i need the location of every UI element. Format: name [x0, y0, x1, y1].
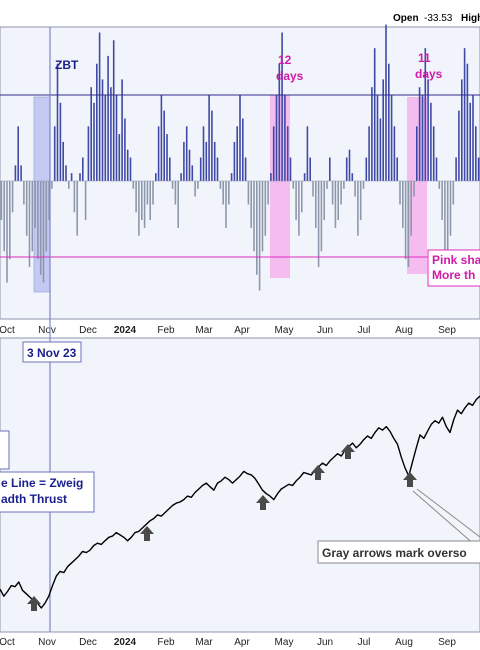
zbt-blue-shade: [33, 96, 51, 293]
x-tick-label: May: [275, 325, 294, 336]
x-tick-label: Feb: [157, 325, 175, 336]
x-tick-label: May: [275, 637, 294, 648]
pink-shade-2: [407, 97, 427, 274]
oversold-arrow-icon: [403, 472, 417, 487]
price-line: [0, 395, 480, 609]
x-tick-label: Jun: [317, 325, 333, 336]
x-tick-label: Sep: [438, 637, 456, 648]
zweig-note-line-2: adth Thrust: [1, 492, 67, 506]
x-tick-label: Dec: [79, 637, 97, 648]
arrow-note-pointer-1: [412, 490, 477, 547]
arrow-note-pointer-2: [416, 488, 480, 538]
oversold-arrow-icon: [311, 465, 325, 480]
pink-days-1-unit: days: [276, 69, 304, 83]
x-tick-label: Aug: [395, 325, 413, 336]
zweig-note-line-1: e Line = Zweig: [1, 476, 83, 490]
date-box: [22, 341, 82, 363]
oscillator-bars: [0, 24, 480, 291]
arrow-note-box: [317, 540, 480, 564]
x-tick-label: Jun: [317, 637, 333, 648]
pink-note-line-2: More th: [432, 268, 475, 282]
x-tick-label: Jul: [358, 637, 371, 648]
x-tick-label: Nov: [38, 325, 56, 336]
x-tick-label: Feb: [157, 637, 175, 648]
x-tick-label: 2024: [114, 325, 137, 336]
x-tick-label: Mar: [195, 325, 213, 336]
zweig-note-box: [0, 471, 95, 513]
date-box-label: 3 Nov 23: [27, 346, 77, 360]
x-tick-label: Apr: [234, 637, 250, 648]
cut-off-box: [0, 430, 10, 470]
pink-days-1-number: 12: [278, 53, 292, 67]
pink-note-box: [427, 249, 480, 287]
x-tick-label: Nov: [38, 637, 56, 648]
arrow-note-text: Gray arrows mark overso: [322, 546, 467, 560]
x-tick-label: Aug: [395, 637, 413, 648]
x-tick-label: Oct: [0, 637, 15, 648]
x-tick-label: 2024: [114, 637, 137, 648]
x-tick-label: Sep: [438, 325, 456, 336]
oversold-arrow-icon: [341, 444, 355, 459]
x-tick-label: Dec: [79, 325, 97, 336]
pink-days-2-number: 11: [418, 51, 431, 65]
header-high-label: High: [461, 13, 480, 24]
pink-days-2-unit: days: [415, 67, 443, 81]
header-open-label: Open: [393, 13, 419, 24]
oversold-arrow-icon: [27, 596, 41, 611]
header-open-value: -33.53: [424, 13, 453, 24]
upper-x-axis: Oct Nov Dec 2024 Feb Mar Apr May Jun Jul Aug Sep: [0, 325, 456, 336]
lower-x-axis: Oct Nov Dec 2024 Feb Mar Apr May Jun Jul Aug Sep: [0, 637, 456, 648]
x-tick-label: Mar: [195, 637, 213, 648]
zbt-label: ZBT: [55, 58, 79, 72]
x-tick-label: Apr: [234, 325, 250, 336]
pink-note-line-1: Pink sha: [432, 253, 480, 267]
oversold-arrow-icon: [256, 495, 270, 510]
x-tick-label: Jul: [358, 325, 371, 336]
x-tick-label: Oct: [0, 325, 15, 336]
oversold-arrow-icon: [140, 526, 154, 541]
oversold-arrows: [27, 444, 417, 611]
